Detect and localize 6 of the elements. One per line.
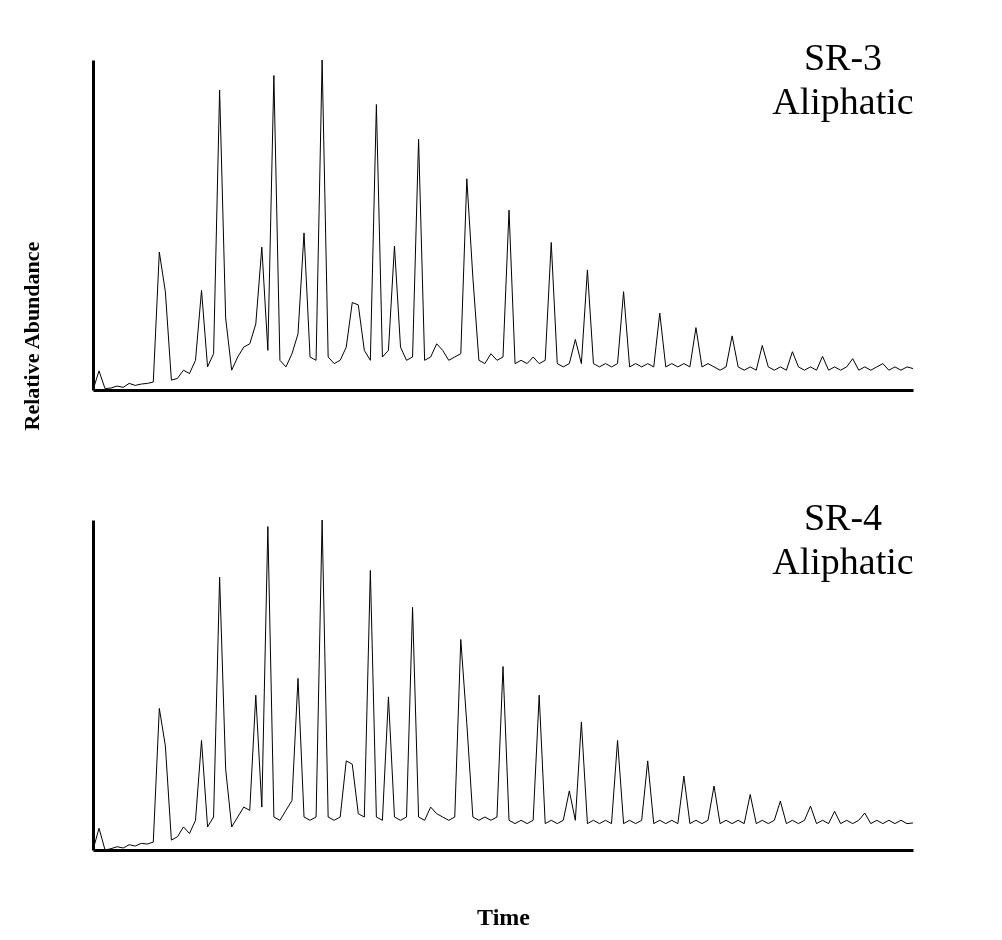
annotation: SR-4 (803, 496, 883, 538)
y-axis-title: Relative Abundance (18, 241, 44, 431)
x-axis-title: Time (477, 903, 531, 930)
annotation: Aliphatic (772, 540, 914, 582)
annotation: SR-3 (803, 36, 883, 78)
annotation: Aliphatic (772, 80, 914, 122)
